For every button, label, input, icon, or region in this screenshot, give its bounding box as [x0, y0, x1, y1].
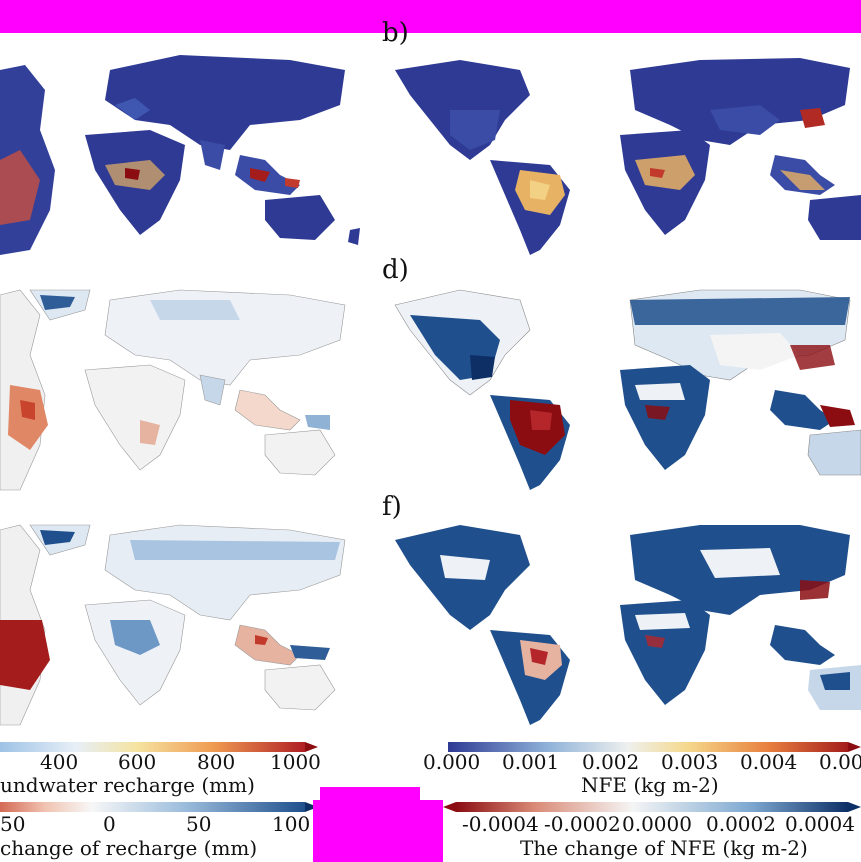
- colorbar-nfe-change: [443, 802, 861, 812]
- map-nfe-right: [395, 58, 861, 255]
- cbar-recharge-tick-600: 600: [118, 750, 157, 774]
- cbar-nc-tick-2: 0.0000: [622, 812, 692, 836]
- cbar-recharge-title: undwater recharge (mm): [0, 773, 255, 797]
- cbar-nc-tick-0: -0.0004: [462, 812, 539, 836]
- panel-label-d: d): [382, 255, 409, 285]
- panel-label-f: f): [382, 492, 402, 522]
- map-nfe-change-right-d: [394, 289, 861, 490]
- cbar-nfe-tick-3: 0.003: [661, 750, 719, 774]
- cbar-nfe-tick-2: 0.002: [582, 750, 640, 774]
- map-recharge-change-left-d: [0, 289, 346, 491]
- map-recharge-change-left-f: [0, 524, 346, 726]
- cbar-nfe-tick-1: 0.001: [502, 750, 560, 774]
- cbar-nc-title: The change of NFE (kg m-2): [520, 836, 808, 860]
- colorbar-recharge-change: [0, 802, 318, 812]
- cbar-recharge-tick-800: 800: [197, 750, 236, 774]
- colorbar-recharge: [0, 742, 318, 752]
- cbar-nc-tick-4: 0.0004: [785, 812, 855, 836]
- cbar-nc-tick-1: -0.0002: [544, 812, 621, 836]
- cbar-rc-tick-neg50: 50: [0, 812, 26, 836]
- cbar-nfe-tick-4: 0.004: [740, 750, 798, 774]
- cbar-rc-tick-0: 0: [103, 812, 116, 836]
- map-recharge-left: [0, 55, 360, 255]
- cbar-nfe-tick-0: 0.000: [423, 750, 481, 774]
- panel-label-b: b): [382, 18, 409, 48]
- cbar-nfe-title: NFE (kg m-2): [581, 773, 719, 797]
- bottom-redaction-block-wide: [313, 800, 443, 862]
- top-banner: [0, 0, 861, 33]
- cbar-nc-tick-3: 0.0002: [706, 812, 776, 836]
- cbar-rc-title: change of recharge (mm): [0, 836, 258, 860]
- cbar-recharge-tick-400: 400: [40, 750, 79, 774]
- cbar-rc-tick-50: 50: [186, 812, 212, 836]
- cbar-nfe-tick-5: 0.00!: [819, 750, 861, 774]
- colorbar-nfe: [448, 742, 861, 752]
- cbar-recharge-tick-1000: 1000: [270, 750, 321, 774]
- map-nfe-change-right-f: [395, 525, 861, 725]
- cbar-rc-tick-100: 100: [272, 812, 311, 836]
